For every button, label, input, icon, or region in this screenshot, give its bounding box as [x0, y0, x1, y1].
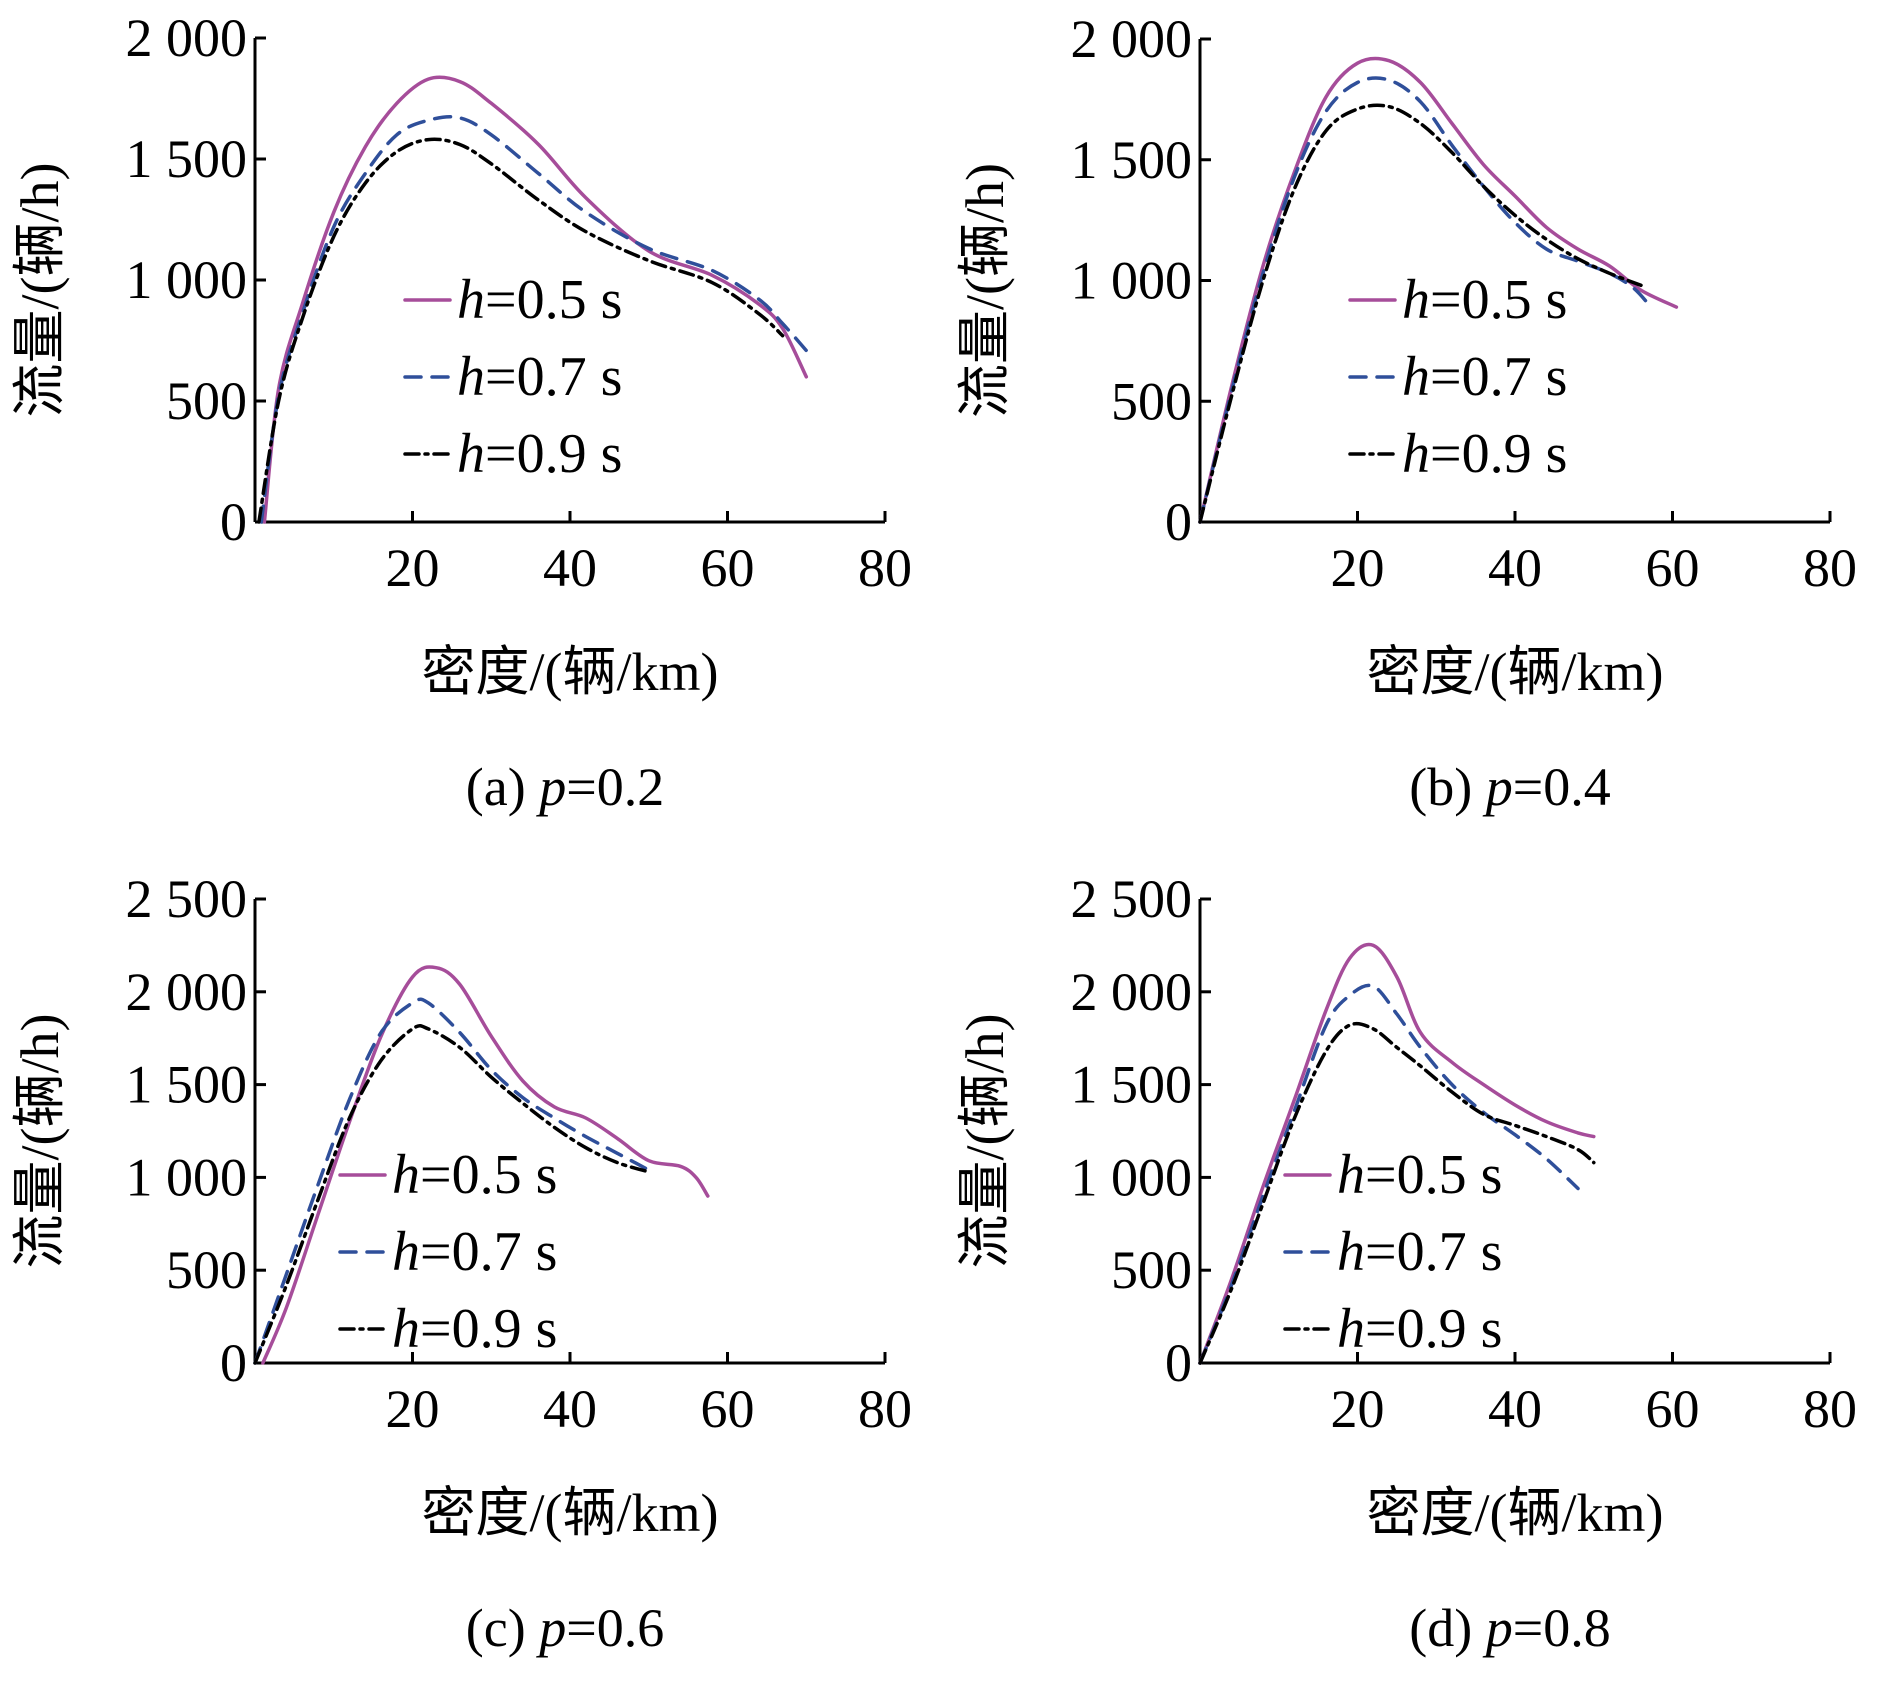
y-tick-label-b: 2 000	[1071, 9, 1193, 69]
x-tick-label-c: 20	[386, 1379, 440, 1439]
y-tick-label-d: 2 000	[1071, 962, 1193, 1022]
series-line-c-2	[253, 997, 651, 1365]
y-tick-label-d: 500	[1111, 1240, 1192, 1300]
series-line-d-1	[1198, 942, 1596, 1365]
y-tick-label-d: 1 500	[1071, 1055, 1193, 1115]
series-line-b-1	[1198, 56, 1679, 524]
y-tick-label-a: 500	[166, 371, 247, 431]
legend-label-a-2: h=0.7 s	[457, 346, 622, 408]
y-tick-label-b: 500	[1111, 371, 1192, 431]
y-axis-title-a: 流量/(辆/h)	[10, 163, 70, 418]
chart-panel-c: 0 500 1 000 1 500 2 000 2 500 20 40 60 80 密度/(辆/km…	[0, 841, 945, 1682]
x-tick-label-d: 60	[1646, 1379, 1700, 1439]
series-line-a-2	[259, 115, 812, 524]
panel-caption-c: (c) p=0.6	[466, 1598, 664, 1658]
y-tick-label-a: 1 500	[126, 129, 248, 189]
legend-label-d-1: h=0.5 s	[1337, 1144, 1502, 1206]
legend-label-d-2: h=0.7 s	[1337, 1221, 1502, 1283]
legend-label-b-2: h=0.7 s	[1402, 346, 1567, 408]
x-tick-label-b: 60	[1646, 538, 1700, 598]
panel-caption-a: (a) p=0.2	[466, 757, 664, 817]
y-axis-title-b: 流量/(辆/h)	[955, 163, 1015, 418]
series-line-b-3	[1198, 103, 1643, 524]
chart-d-svg: 0 500 1 000 1 500 2 000 2 500 20 40 60 80 密度/(辆/km…	[955, 869, 1857, 1658]
chart-panel-d: 0 500 1 000 1 500 2 000 2 500 20 40 60 80 密度/(辆/km…	[945, 841, 1890, 1682]
x-tick-label-a: 20	[386, 538, 440, 598]
x-tick-label-b: 80	[1803, 538, 1857, 598]
x-axis-title-d: 密度/(辆/km)	[1367, 1483, 1664, 1543]
y-tick-label-c: 1 500	[126, 1055, 248, 1115]
chart-b-svg: 0 500 1 000 1 500 2 000 20 40 60 80 密度/(辆/km) 流量/(…	[955, 9, 1857, 817]
x-axis-title-c: 密度/(辆/km)	[422, 1483, 719, 1543]
y-tick-label-a: 0	[220, 492, 247, 552]
y-tick-label-b: 1 500	[1071, 130, 1193, 190]
y-tick-label-b: 0	[1165, 492, 1192, 552]
series-line-a-3	[257, 137, 785, 524]
legend-label-c-2: h=0.7 s	[392, 1221, 557, 1283]
legend-label-b-3: h=0.9 s	[1402, 423, 1567, 485]
x-tick-label-a: 80	[858, 538, 912, 598]
y-tick-label-c: 2 500	[126, 869, 248, 929]
y-axis-title-c: 流量/(辆/h)	[10, 1014, 70, 1269]
chart-a-svg: 0 500 1 000 1 500 2 000 20 40 60 80 密度/(辆/km) 流量/(…	[10, 8, 912, 817]
y-tick-label-c: 1 000	[126, 1147, 248, 1207]
y-tick-label-d: 2 500	[1071, 869, 1193, 929]
legend-label-b-1: h=0.5 s	[1402, 269, 1567, 331]
legend-label-c-1: h=0.5 s	[392, 1144, 557, 1206]
y-tick-label-a: 1 000	[126, 250, 248, 310]
x-axis-title-a: 密度/(辆/km)	[422, 642, 719, 702]
x-tick-label-b: 20	[1331, 538, 1385, 598]
chart-c-svg: 0 500 1 000 1 500 2 000 2 500 20 40 60 80 密度/(辆/km…	[10, 869, 912, 1658]
y-tick-label-c: 0	[220, 1333, 247, 1393]
x-tick-label-b: 40	[1488, 538, 1542, 598]
y-tick-label-c: 2 000	[126, 962, 248, 1022]
chart-panel-b: 0 500 1 000 1 500 2 000 20 40 60 80 密度/(辆/km) 流量/(…	[945, 0, 1890, 841]
y-tick-label-a: 2 000	[126, 8, 248, 68]
legend-label-c-3: h=0.9 s	[392, 1298, 557, 1360]
y-tick-label-b: 1 000	[1071, 251, 1193, 311]
series-line-c-1	[261, 965, 710, 1365]
x-tick-label-a: 60	[701, 538, 755, 598]
y-tick-label-d: 1 000	[1071, 1147, 1193, 1207]
series-line-c-3	[253, 1024, 651, 1365]
series-line-d-2	[1198, 983, 1580, 1365]
x-tick-label-a: 40	[543, 538, 597, 598]
legend-label-d-3: h=0.9 s	[1337, 1298, 1502, 1360]
series-line-d-3	[1198, 1021, 1596, 1365]
legend-label-a-1: h=0.5 s	[457, 269, 622, 331]
panel-caption-d: (d) p=0.8	[1409, 1598, 1610, 1658]
x-tick-label-c: 80	[858, 1379, 912, 1439]
y-axis-title-d: 流量/(辆/h)	[955, 1014, 1015, 1269]
x-tick-label-d: 80	[1803, 1379, 1857, 1439]
x-axis-title-b: 密度/(辆/km)	[1367, 642, 1664, 702]
y-tick-label-c: 500	[166, 1240, 247, 1300]
chart-panel-a: 0 500 1 000 1 500 2 000 20 40 60 80 密度/(辆/km) 流量/(…	[0, 0, 945, 841]
x-tick-label-d: 20	[1331, 1379, 1385, 1439]
x-tick-label-c: 60	[701, 1379, 755, 1439]
panel-caption-b: (b) p=0.4	[1409, 757, 1610, 817]
series-line-a-1	[262, 75, 809, 524]
x-tick-label-d: 40	[1488, 1379, 1542, 1439]
legend-label-a-3: h=0.9 s	[457, 423, 622, 485]
y-tick-label-d: 0	[1165, 1333, 1192, 1393]
x-tick-label-c: 40	[543, 1379, 597, 1439]
